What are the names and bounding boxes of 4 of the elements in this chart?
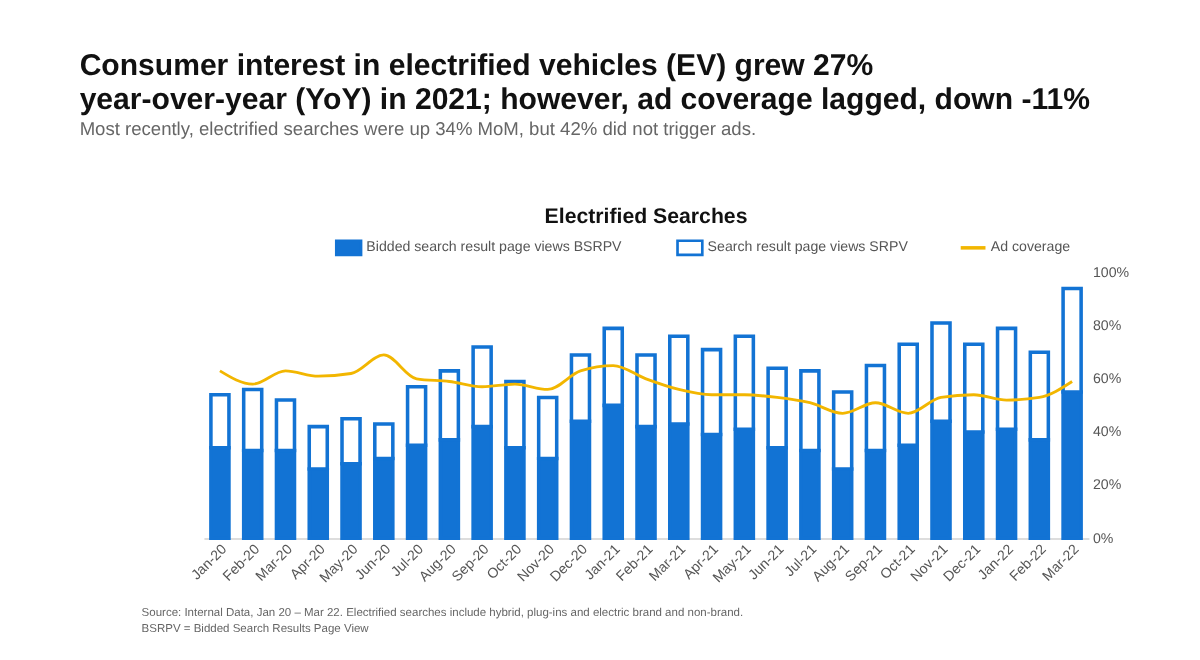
text: Electrified Searches: [544, 205, 748, 230]
line-series: [218, 353, 1074, 415]
chart-subtitle: Most recently, electrified searches were up 34% MoM, but 42% did not trigger ads.: [79, 119, 757, 140]
chart-title: Consumer interest in electrified vehicles (EV) grew 27% year-over-year (YoY) in 2021; however, ad coverage lagged, down -11%: [79, 49, 1090, 117]
